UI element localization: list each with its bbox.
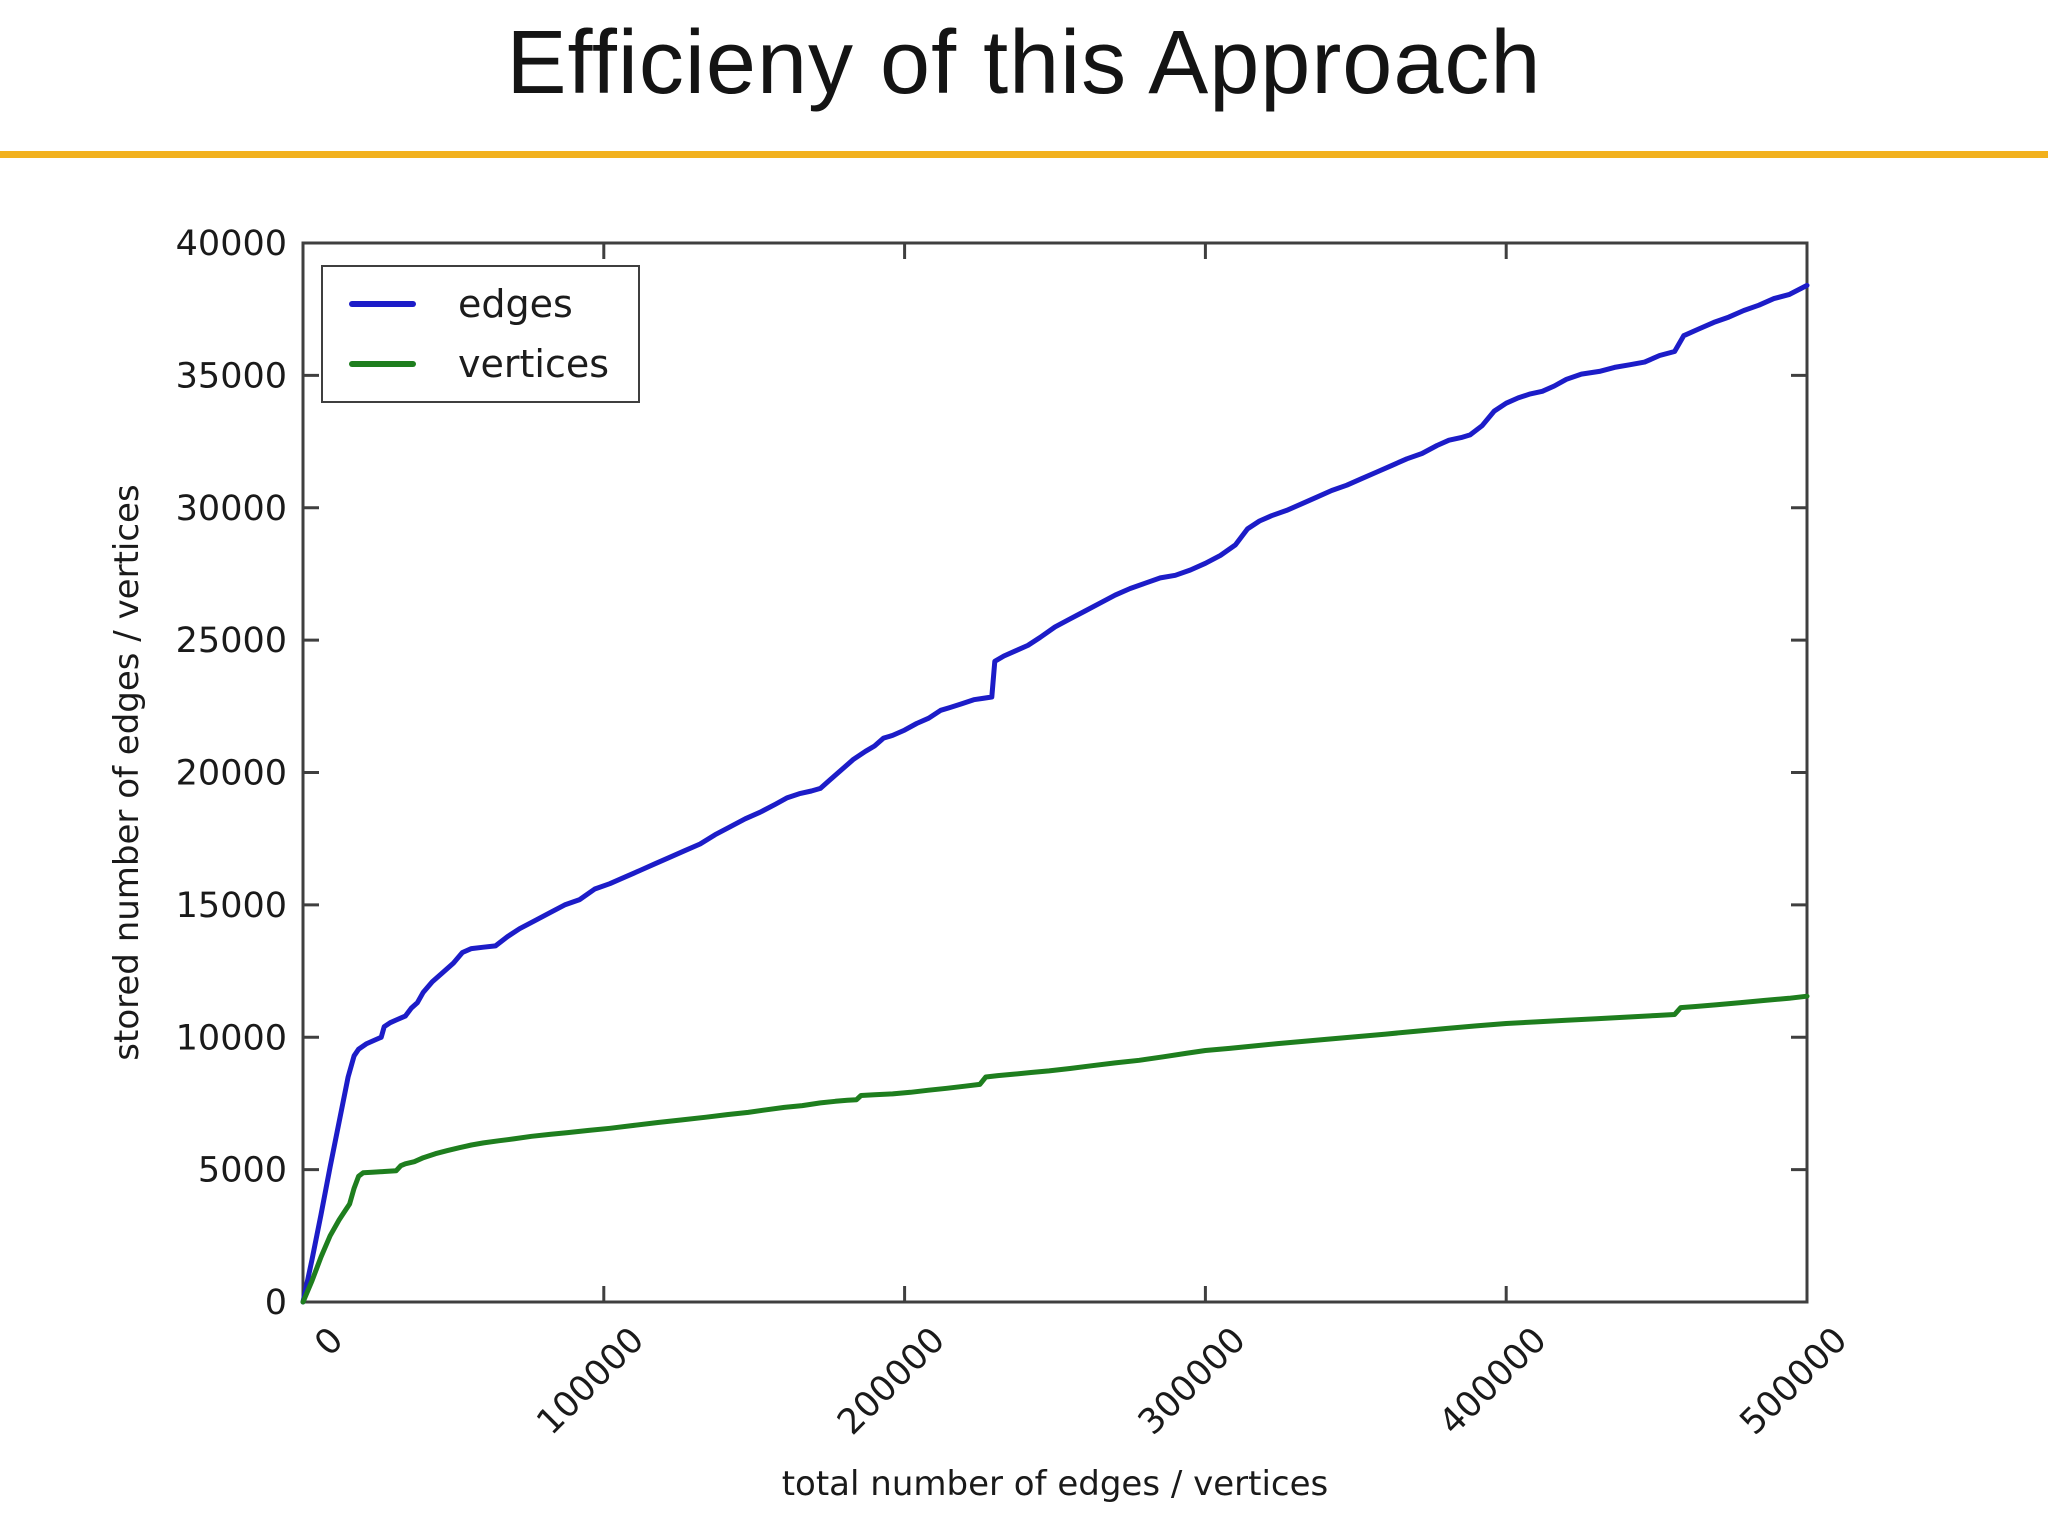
edges-line-swatch — [349, 301, 416, 308]
legend-item-vertices: vertices — [349, 342, 638, 386]
x-tick-label: 200000 — [830, 1320, 953, 1443]
vertices-line-swatch — [349, 360, 416, 367]
vertices-line — [300, 993, 1810, 1305]
x-axis-label: total number of edges / vertices — [782, 1464, 1329, 1504]
y-tick-label: 30000 — [176, 489, 287, 529]
y-tick-label: 10000 — [176, 1018, 287, 1058]
accent-divider — [0, 151, 2048, 158]
y-tick-label: 20000 — [176, 754, 287, 794]
y-tick-label: 5000 — [198, 1151, 287, 1191]
legend-label-vertices: vertices — [458, 341, 610, 386]
slide-title: Efficieny of this Approach — [506, 13, 1542, 113]
x-tick-label: 300000 — [1131, 1320, 1254, 1443]
y-tick-label: 35000 — [176, 356, 287, 396]
x-tick-label: 0 — [307, 1320, 351, 1364]
x-tick-label: 500000 — [1733, 1320, 1856, 1443]
y-axis-label: stored number of edges / vertices — [107, 484, 147, 1060]
legend-label-edges: edges — [458, 282, 573, 327]
y-tick-label: 15000 — [176, 886, 287, 926]
chart-legend: edges vertices — [321, 265, 640, 403]
x-tick-label: 400000 — [1432, 1320, 1555, 1443]
edges-line — [300, 282, 1810, 1305]
x-tick-label: 100000 — [529, 1320, 652, 1443]
y-tick-label: 0 — [265, 1283, 287, 1323]
legend-item-edges: edges — [349, 282, 638, 326]
y-tick-label: 40000 — [176, 224, 287, 264]
y-tick-label: 25000 — [176, 621, 287, 661]
